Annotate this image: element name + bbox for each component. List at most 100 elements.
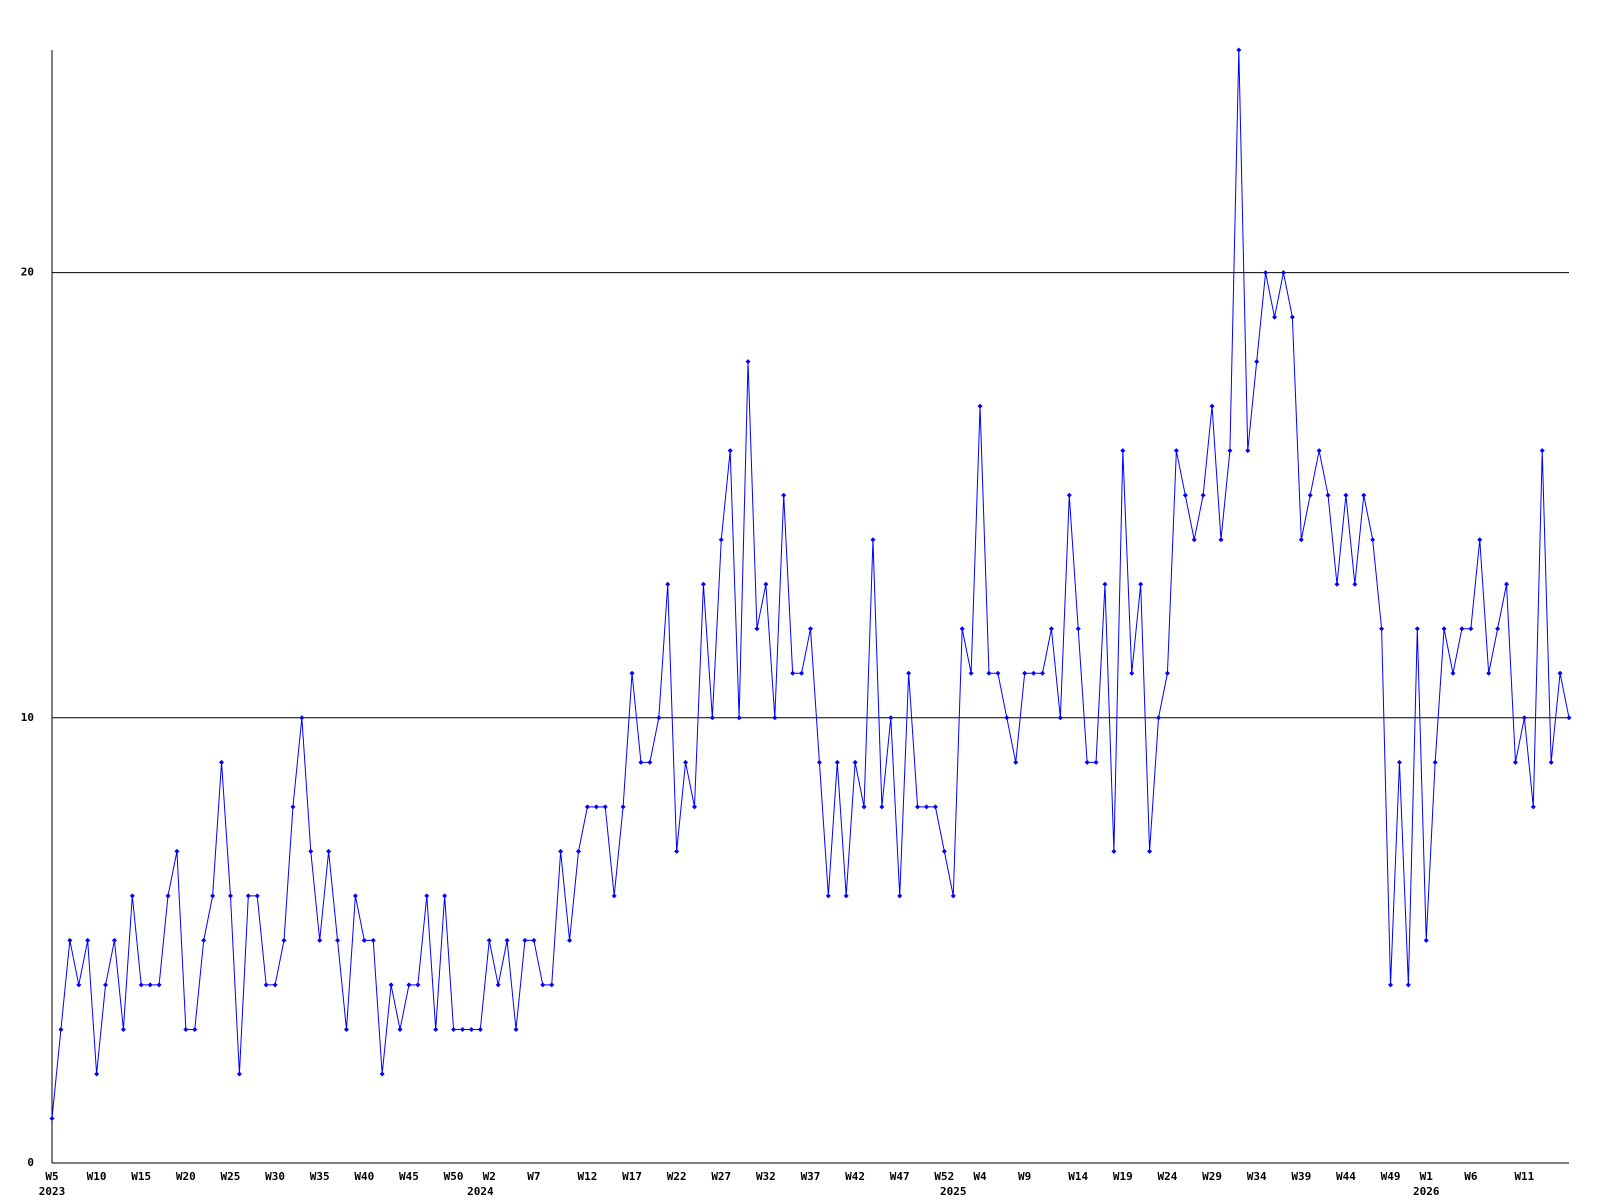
data-point bbox=[656, 715, 662, 721]
year-label: 2025 bbox=[940, 1185, 967, 1198]
data-point bbox=[1040, 670, 1046, 676]
y-tick-label: 10 bbox=[21, 711, 34, 724]
data-point bbox=[1298, 537, 1304, 543]
data-point bbox=[219, 759, 225, 765]
data-point bbox=[1031, 670, 1037, 676]
data-point bbox=[352, 893, 358, 899]
data-point bbox=[683, 759, 689, 765]
data-point bbox=[1459, 626, 1465, 632]
data-point bbox=[593, 804, 599, 810]
data-point bbox=[986, 670, 992, 676]
data-point bbox=[263, 982, 269, 988]
data-point bbox=[647, 759, 653, 765]
data-point bbox=[1102, 581, 1108, 587]
data-point bbox=[477, 1026, 483, 1032]
data-point bbox=[674, 848, 680, 854]
data-point bbox=[897, 893, 903, 899]
data-point bbox=[174, 848, 180, 854]
data-point bbox=[763, 581, 769, 587]
data-point bbox=[308, 848, 314, 854]
data-point bbox=[1209, 403, 1215, 409]
data-point bbox=[451, 1026, 457, 1032]
data-point bbox=[638, 759, 644, 765]
data-point bbox=[861, 804, 867, 810]
data-point bbox=[1093, 759, 1099, 765]
data-point bbox=[147, 982, 153, 988]
data-point bbox=[915, 804, 921, 810]
data-point bbox=[361, 937, 367, 943]
data-point bbox=[1512, 759, 1518, 765]
data-point bbox=[433, 1026, 439, 1032]
data-point bbox=[584, 804, 590, 810]
data-point bbox=[254, 893, 260, 899]
data-point bbox=[1530, 804, 1536, 810]
data-point bbox=[790, 670, 796, 676]
x-tick-label: W1 bbox=[1420, 1170, 1434, 1183]
data-point bbox=[745, 359, 751, 365]
data-point bbox=[924, 804, 930, 810]
data-point bbox=[1227, 448, 1233, 454]
x-tick-label: W40 bbox=[354, 1170, 374, 1183]
data-point bbox=[1254, 359, 1260, 365]
data-point bbox=[1548, 759, 1554, 765]
x-tick-label: W25 bbox=[221, 1170, 241, 1183]
x-tick-label: W14 bbox=[1068, 1170, 1088, 1183]
data-point bbox=[513, 1026, 519, 1032]
data-point bbox=[1334, 581, 1340, 587]
data-point bbox=[1450, 670, 1456, 676]
data-point bbox=[932, 804, 938, 810]
data-point bbox=[1325, 492, 1331, 498]
data-point bbox=[415, 982, 421, 988]
x-tick-label: W19 bbox=[1113, 1170, 1133, 1183]
x-tick-label: W27 bbox=[711, 1170, 731, 1183]
data-point bbox=[718, 537, 724, 543]
data-point bbox=[406, 982, 412, 988]
data-point bbox=[103, 982, 109, 988]
x-tick-label: W37 bbox=[801, 1170, 821, 1183]
data-point bbox=[85, 937, 91, 943]
x-tick-label: W24 bbox=[1158, 1170, 1178, 1183]
data-point bbox=[540, 982, 546, 988]
data-point bbox=[1566, 715, 1572, 721]
x-tick-label: W11 bbox=[1514, 1170, 1534, 1183]
data-point bbox=[816, 759, 822, 765]
data-point bbox=[1316, 448, 1322, 454]
data-point bbox=[290, 804, 296, 810]
x-tick-label: W50 bbox=[444, 1170, 464, 1183]
x-tick-label: W4 bbox=[973, 1170, 987, 1183]
data-point bbox=[1200, 492, 1206, 498]
data-point bbox=[1263, 270, 1269, 276]
x-tick-label: W49 bbox=[1381, 1170, 1401, 1183]
data-point bbox=[1111, 848, 1117, 854]
data-point bbox=[808, 626, 813, 632]
data-point bbox=[111, 937, 117, 943]
data-point bbox=[1423, 937, 1429, 943]
x-tick-label: W32 bbox=[756, 1170, 776, 1183]
x-tick-label: W6 bbox=[1464, 1170, 1478, 1183]
data-point bbox=[1156, 715, 1162, 721]
data-point bbox=[210, 893, 216, 899]
data-point bbox=[1245, 448, 1251, 454]
data-point bbox=[781, 492, 787, 498]
data-point bbox=[468, 1026, 474, 1032]
data-point bbox=[1468, 626, 1474, 632]
data-point bbox=[1477, 537, 1483, 543]
data-point bbox=[495, 982, 501, 988]
year-label: 2026 bbox=[1413, 1185, 1440, 1198]
data-point bbox=[558, 848, 564, 854]
data-point bbox=[567, 937, 573, 943]
data-point bbox=[486, 937, 492, 943]
x-tick-label: W30 bbox=[265, 1170, 285, 1183]
x-tick-label: W47 bbox=[890, 1170, 910, 1183]
data-point bbox=[1272, 314, 1278, 320]
data-point bbox=[1013, 759, 1019, 765]
x-tick-label: W15 bbox=[131, 1170, 151, 1183]
data-point bbox=[326, 848, 332, 854]
data-point bbox=[1191, 537, 1197, 543]
x-tick-label: W5 bbox=[45, 1170, 58, 1183]
data-point bbox=[370, 937, 376, 943]
data-point bbox=[1066, 492, 1072, 498]
data-point bbox=[317, 937, 323, 943]
year-label: 2023 bbox=[39, 1185, 66, 1198]
data-point bbox=[1147, 848, 1153, 854]
